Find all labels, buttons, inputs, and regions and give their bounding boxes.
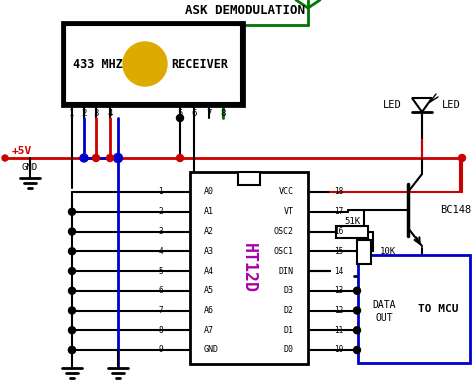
- Circle shape: [176, 114, 183, 121]
- Text: A2: A2: [204, 227, 214, 236]
- Text: 18: 18: [334, 187, 343, 197]
- Circle shape: [69, 287, 75, 294]
- Circle shape: [354, 327, 361, 334]
- Text: TO MCU: TO MCU: [418, 304, 458, 314]
- Text: 1: 1: [69, 109, 75, 118]
- Text: 10K: 10K: [380, 248, 396, 257]
- Text: 1: 1: [158, 187, 163, 197]
- Text: A1: A1: [204, 207, 214, 216]
- Text: 9: 9: [158, 346, 163, 354]
- Text: D3: D3: [284, 286, 294, 295]
- Text: 51K: 51K: [344, 217, 360, 226]
- Text: VT: VT: [284, 207, 294, 216]
- Text: A3: A3: [204, 247, 214, 256]
- Text: BC148: BC148: [440, 205, 471, 215]
- Text: 8: 8: [220, 109, 226, 118]
- Text: 15: 15: [334, 247, 343, 256]
- Text: D2: D2: [284, 306, 294, 315]
- Text: LED: LED: [442, 100, 461, 110]
- Text: 12: 12: [334, 306, 343, 315]
- Text: 2: 2: [82, 109, 87, 118]
- Bar: [238, 172, 260, 185]
- Text: 3: 3: [158, 227, 163, 236]
- Bar: [336, 225, 368, 237]
- Text: VCC: VCC: [279, 187, 294, 197]
- Circle shape: [69, 208, 75, 215]
- Text: 5: 5: [177, 109, 182, 118]
- Bar: [358, 255, 470, 363]
- Text: RECEIVER: RECEIVER: [172, 58, 228, 71]
- Text: LED: LED: [383, 100, 402, 110]
- Text: 13: 13: [334, 286, 343, 295]
- Text: GND: GND: [22, 164, 38, 172]
- Text: 4: 4: [158, 247, 163, 256]
- Text: D0: D0: [284, 346, 294, 354]
- Text: OSC1: OSC1: [274, 247, 294, 256]
- Text: A0: A0: [204, 187, 214, 197]
- Circle shape: [123, 42, 167, 86]
- Text: D1: D1: [284, 326, 294, 335]
- Circle shape: [107, 154, 113, 162]
- Text: 3: 3: [93, 109, 99, 118]
- Circle shape: [458, 154, 465, 162]
- Text: A5: A5: [204, 286, 214, 295]
- Text: 11: 11: [334, 326, 343, 335]
- Circle shape: [92, 154, 100, 162]
- Text: 16: 16: [334, 227, 343, 236]
- Circle shape: [69, 327, 75, 334]
- Circle shape: [80, 154, 88, 162]
- Text: +5V: +5V: [12, 146, 32, 156]
- Text: GND: GND: [204, 346, 219, 354]
- Bar: [62, 22, 244, 106]
- Text: 7: 7: [158, 306, 163, 315]
- Bar: [190, 172, 308, 364]
- Polygon shape: [412, 98, 432, 112]
- Text: OSC2: OSC2: [274, 227, 294, 236]
- Circle shape: [354, 346, 361, 354]
- Text: 8: 8: [158, 326, 163, 335]
- Circle shape: [69, 307, 75, 314]
- Text: DATA: DATA: [372, 300, 396, 310]
- Circle shape: [69, 268, 75, 275]
- Circle shape: [113, 154, 122, 162]
- Text: DIN: DIN: [279, 266, 294, 275]
- Text: 14: 14: [334, 266, 343, 275]
- Text: 433 MHZ: 433 MHZ: [73, 58, 123, 71]
- Bar: [357, 240, 371, 264]
- Circle shape: [354, 287, 361, 294]
- Circle shape: [69, 248, 75, 255]
- Text: ASK DEMODULATION: ASK DEMODULATION: [185, 5, 305, 18]
- Text: HT12D: HT12D: [240, 243, 258, 293]
- Text: 7: 7: [206, 109, 212, 118]
- Text: OUT: OUT: [375, 313, 393, 323]
- Text: 4: 4: [107, 109, 113, 118]
- Text: 10: 10: [334, 346, 343, 354]
- Text: 5: 5: [158, 266, 163, 275]
- Text: A4: A4: [204, 266, 214, 275]
- Text: 2: 2: [158, 207, 163, 216]
- Circle shape: [354, 307, 361, 314]
- Circle shape: [69, 346, 75, 354]
- Circle shape: [176, 154, 183, 162]
- Bar: [65, 25, 241, 103]
- Text: 17: 17: [334, 207, 343, 216]
- Circle shape: [69, 346, 75, 354]
- Circle shape: [2, 155, 8, 161]
- Text: A6: A6: [204, 306, 214, 315]
- Text: A7: A7: [204, 326, 214, 335]
- Circle shape: [69, 228, 75, 235]
- Text: 6: 6: [191, 109, 197, 118]
- Text: 6: 6: [158, 286, 163, 295]
